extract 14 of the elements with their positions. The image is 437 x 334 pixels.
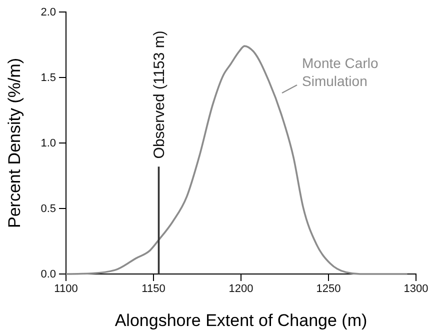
y-axis-title: Percent Density (%/m) <box>5 58 24 228</box>
y-tick-label: 1.5 <box>40 72 56 84</box>
x-axis-title: Alongshore Extent of Change (m) <box>114 311 368 330</box>
x-tick-label: 1150 <box>142 282 166 295</box>
x-tick-label: 1250 <box>316 282 341 295</box>
x-tick-label: 1100 <box>54 282 78 295</box>
x-tick-label: 1200 <box>228 282 254 295</box>
ref-line-label: Observed (1153 m) <box>150 30 168 159</box>
x-tick-label: 1300 <box>404 282 428 295</box>
y-tick-label: 0.5 <box>40 203 56 216</box>
series-label: Monte Carlo Simulation <box>302 55 378 89</box>
y-tick-label: 2.0 <box>40 6 56 19</box>
y-tick-label: 0.0 <box>40 268 56 281</box>
y-tick-label: 1.0 <box>40 138 56 150</box>
